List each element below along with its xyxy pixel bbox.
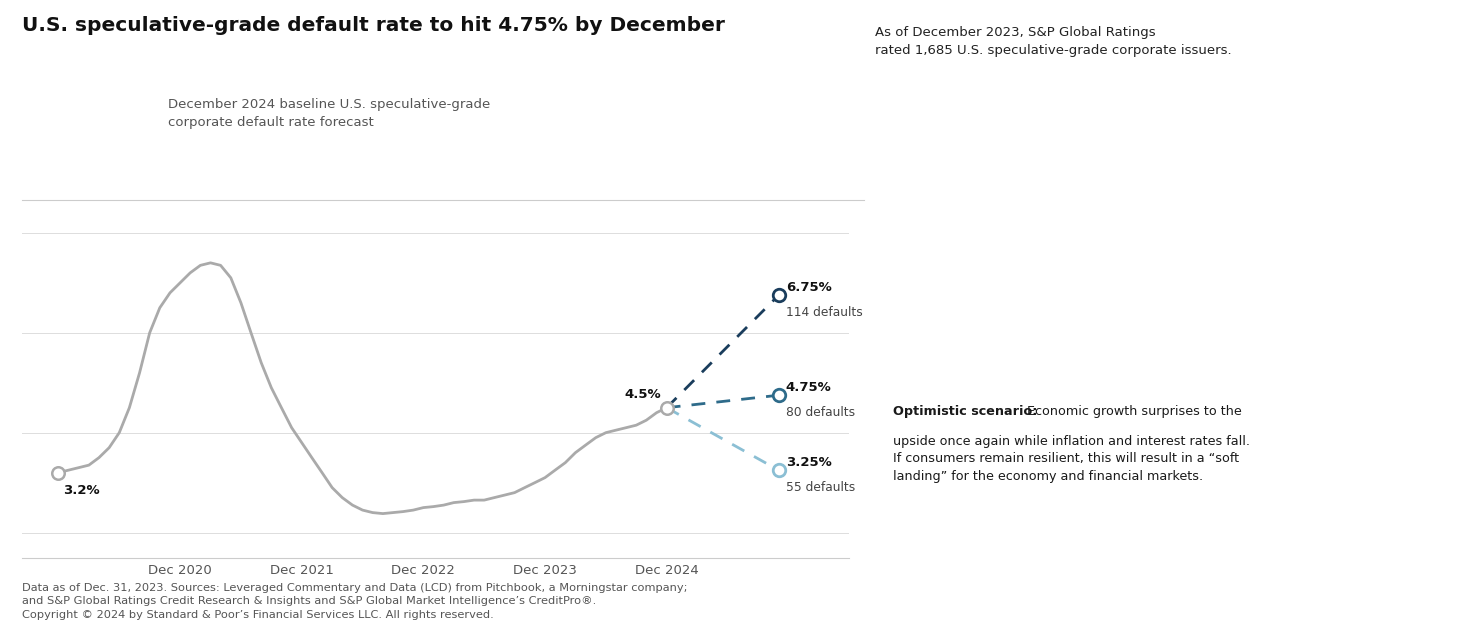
Text: Base scenario:: Base scenario:	[893, 252, 998, 265]
Text: upside once again while inflation and interest rates fall.
If consumers remain r: upside once again while inflation and in…	[893, 435, 1250, 483]
Text: 4.75%: 4.75%	[786, 381, 832, 394]
Text: Optimistic scenario:: Optimistic scenario:	[893, 405, 1038, 418]
Text: 4.75%: 4.75%	[38, 132, 135, 161]
Text: 6.75%: 6.75%	[786, 282, 832, 294]
Text: The default rate finishes the year higher: The default rate finishes the year highe…	[987, 252, 1246, 265]
Text: than it is currently, after peaking earlier in the year.
Positive market sentime: than it is currently, after peaking earl…	[893, 283, 1225, 348]
Text: 3.25%: 3.25%	[786, 456, 832, 469]
Text: 3.2%: 3.2%	[63, 484, 100, 496]
Text: Economic growth surprises to the: Economic growth surprises to the	[1026, 405, 1241, 418]
Text: 4.5%: 4.5%	[624, 387, 660, 401]
Text: 80 defaults: 80 defaults	[786, 406, 855, 419]
Text: December 2024 baseline U.S. speculative-grade
corporate default rate forecast: December 2024 baseline U.S. speculative-…	[168, 98, 490, 129]
Text: Pessimistic scenario:: Pessimistic scenario:	[893, 120, 1044, 133]
Text: Data as of Dec. 31, 2023. Sources: Leveraged Commentary and Data (LCD) from Pitc: Data as of Dec. 31, 2023. Sources: Lever…	[22, 583, 688, 620]
Text: 55 defaults: 55 defaults	[786, 481, 855, 494]
Text: Economic growth slows to a crawl,: Economic growth slows to a crawl,	[1034, 120, 1255, 133]
Text: or possibly enters recession. Stickier or higher inflation
remains a considerabl: or possibly enters recession. Stickier o…	[893, 146, 1247, 194]
Text: As of December 2023, S&P Global Ratings
rated 1,685 U.S. speculative-grade corpo: As of December 2023, S&P Global Ratings …	[875, 26, 1233, 57]
Text: U.S. speculative-grade default rate to hit 4.75% by December: U.S. speculative-grade default rate to h…	[22, 16, 725, 35]
Text: 114 defaults: 114 defaults	[786, 306, 862, 319]
